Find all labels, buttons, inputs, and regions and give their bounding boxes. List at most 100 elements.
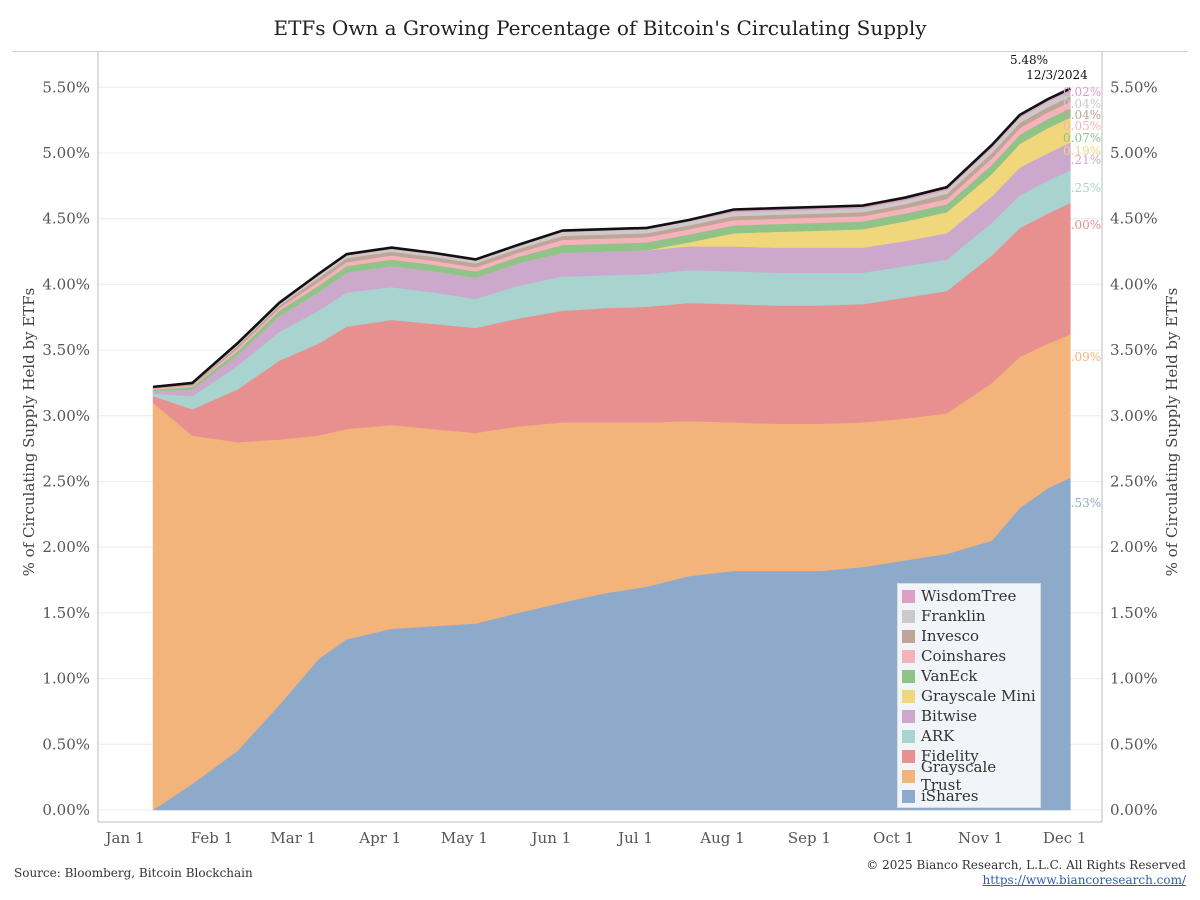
y-tick-label-right: 2.50%	[1110, 473, 1158, 491]
y-tick-label-left: 4.00%	[42, 275, 90, 293]
end-label-grayscale-mini: 0.19%	[1063, 144, 1101, 158]
y-tick-label-left: 3.50%	[42, 341, 90, 359]
stacked-areas	[152, 88, 1071, 811]
y-tick-label-right: 3.50%	[1110, 341, 1158, 359]
legend-item: Grayscale Mini	[902, 686, 1040, 706]
legend-label: Invesco	[921, 627, 980, 645]
legend-swatch	[902, 689, 915, 703]
y-tick-label-left: 4.50%	[42, 210, 90, 228]
end-label-invesco: 0.04%	[1063, 108, 1101, 122]
x-tick-label: Jul 1	[616, 829, 653, 847]
legend-item: VanEck	[902, 666, 1040, 686]
x-axis-ticks: Jan 1 Feb 1 Mar 1 Apr 1 May 1 Jun 1 Jul 1 Aug 1…	[104, 829, 1087, 847]
end-label-ishares: 2.53%	[1063, 496, 1101, 510]
footer-credits: © 2025 Bianco Research, L.L.C. All Right…	[866, 858, 1186, 888]
source-note: Source: Bloomberg, Bitcoin Blockchain	[14, 866, 253, 880]
y-tick-label-right: 5.50%	[1110, 78, 1158, 96]
y-axis-left-title: % of Circulating Supply Held by ETFs	[20, 288, 38, 577]
y-tick-label-left: 0.00%	[42, 801, 90, 819]
legend-swatch	[902, 789, 915, 803]
end-label-coinshares: 0.05%	[1063, 119, 1101, 133]
x-tick-label: Jun 1	[530, 829, 572, 847]
y-tick-label-right: 5.00%	[1110, 144, 1158, 162]
legend-label: Grayscale Mini	[921, 687, 1036, 705]
y-axis-right-ticks: 0.00% 0.50% 1.00% 1.50% 2.00% 2.50% 3.00% 3.50%…	[1110, 78, 1158, 819]
x-tick-label: Feb 1	[191, 829, 233, 847]
end-label-grayscale-trust: 1.09%	[1063, 350, 1101, 364]
legend-label: iShares	[921, 787, 979, 805]
legend-swatch	[902, 749, 915, 763]
y-tick-label-left: 1.00%	[42, 670, 90, 688]
legend-swatch	[902, 649, 915, 663]
y-tick-label-right: 1.00%	[1110, 670, 1158, 688]
y-tick-label-left: 1.50%	[42, 604, 90, 622]
y-tick-label-left: 5.00%	[42, 144, 90, 162]
x-tick-label: Sep 1	[788, 829, 831, 847]
end-label-vaneck: 0.07%	[1063, 131, 1101, 145]
annotation-date: 12/3/2024	[1026, 68, 1088, 82]
series-end-labels: 2.53% 1.09% 1.00% 0.25% 0.21%0.19%0.07%0.05%…	[1063, 85, 1101, 510]
end-label-fidelity: 1.00%	[1063, 218, 1101, 232]
legend-label: VanEck	[921, 667, 978, 685]
title-divider	[12, 51, 1188, 52]
end-label-ark: 0.25%	[1063, 181, 1101, 195]
total-line	[152, 87, 1071, 389]
y-tick-label-right: 0.50%	[1110, 735, 1158, 753]
legend-swatch	[902, 709, 915, 723]
legend-item: WisdomTree	[902, 586, 1040, 606]
y-tick-label-right: 0.00%	[1110, 801, 1158, 819]
x-tick-label: Dec 1	[1043, 829, 1087, 847]
y-tick-label-left: 3.00%	[42, 407, 90, 425]
end-label-bitwise: 0.21%	[1063, 153, 1101, 167]
legend-item: ARK	[902, 726, 1040, 746]
chart-title: ETFs Own a Growing Percentage of Bitcoin…	[273, 16, 927, 40]
y-tick-label-right: 4.00%	[1110, 275, 1158, 293]
legend-label: ARK	[921, 727, 955, 745]
y-tick-label-right: 1.50%	[1110, 604, 1158, 622]
legend-swatch	[902, 629, 915, 643]
y-tick-label-right: 3.00%	[1110, 407, 1158, 425]
legend-swatch	[902, 609, 915, 623]
y-tick-label-left: 5.50%	[42, 78, 90, 96]
axes	[97, 52, 1103, 823]
legend-label: WisdomTree	[921, 587, 1017, 605]
legend-label: Fidelity	[921, 747, 979, 765]
x-tick-label: Jan 1	[104, 829, 145, 847]
legend-label: Grayscale Trust	[920, 758, 997, 794]
copyright-text: © 2025 Bianco Research, L.L.C. All Right…	[866, 858, 1186, 872]
y-tick-label-left: 2.50%	[42, 473, 90, 491]
y-tick-label-left: 2.00%	[42, 538, 90, 556]
legend-swatch	[902, 589, 915, 603]
total-holdings-line	[152, 87, 1071, 389]
legend-item: Invesco	[902, 626, 1040, 646]
annotation-value: 5.48%	[1010, 53, 1048, 67]
x-tick-label: Oct 1	[873, 829, 914, 847]
y-axis-right-title: % of Circulating Supply Held by ETFs	[1163, 288, 1181, 577]
legend-label: Bitwise	[921, 707, 978, 725]
legend-swatch	[902, 669, 915, 683]
legend-item: Grayscale Trust	[902, 758, 1040, 794]
legend-swatch	[902, 769, 915, 783]
legend-label: Coinshares	[921, 647, 1007, 665]
end-label-franklin: 0.04%	[1063, 97, 1101, 111]
website-link[interactable]: https://www.biancoresearch.com/	[982, 873, 1186, 887]
y-axis-left-ticks: 0.00% 0.50% 1.00% 1.50% 2.00% 2.50% 3.00% 3.50%…	[42, 78, 90, 819]
legend-swatch	[902, 729, 915, 743]
y-tick-label-right: 2.00%	[1110, 538, 1158, 556]
x-tick-label: Nov 1	[958, 829, 1003, 847]
legend-item: Fidelity	[902, 746, 1040, 766]
y-tick-label-right: 4.50%	[1110, 210, 1158, 228]
y-tick-label-left: 0.50%	[42, 735, 90, 753]
x-tick-label: May 1	[441, 829, 488, 847]
legend-item: Coinshares	[902, 646, 1040, 666]
legend-item: iShares	[902, 786, 1040, 806]
legend-label: Franklin	[921, 607, 986, 625]
chart-legend: WisdomTree Franklin Invesco Coinshares VanEc…	[897, 583, 1041, 808]
x-tick-label: Aug 1	[699, 829, 744, 847]
legend-item: Franklin	[902, 606, 1040, 626]
x-tick-label: Apr 1	[358, 829, 401, 847]
legend-item: Bitwise	[902, 706, 1040, 726]
x-tick-label: Mar 1	[270, 829, 316, 847]
end-label-wisdomtree: 0.02%	[1063, 85, 1101, 99]
